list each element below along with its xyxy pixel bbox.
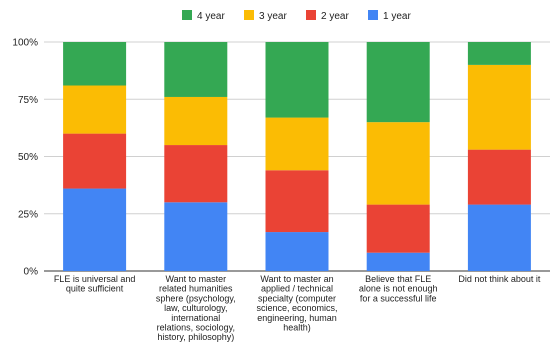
bars <box>63 42 531 271</box>
bar-segment-4-year <box>265 42 329 118</box>
legend: 4 year 3 year 2 year 1 year <box>182 10 411 22</box>
legend-label: 2 year <box>321 11 349 22</box>
bar-segment-3-year <box>63 85 127 134</box>
legend-swatch <box>244 10 254 20</box>
x-category-label-line: Did not think about it <box>458 274 541 284</box>
x-category-label-line: applied / technical <box>261 284 333 294</box>
x-category-label-line: health) <box>283 323 311 333</box>
bar-segment-4-year <box>63 42 127 86</box>
bar-segment-1-year <box>366 252 430 271</box>
bar-segment-3-year <box>366 122 430 205</box>
legend-swatch <box>306 10 316 20</box>
x-category-label-line: Believe that FLE <box>365 274 431 284</box>
bar-segment-1-year <box>164 202 228 271</box>
x-category-label: Want to master an applied / technical spec… <box>256 274 337 333</box>
legend-label: 4 year <box>197 11 225 22</box>
x-category-label-line: for a successful life <box>360 293 437 303</box>
bar-segment-2-year <box>164 145 228 203</box>
x-category-label-line: FLE is universal and <box>54 274 136 284</box>
bar-segment-2-year <box>265 170 329 233</box>
bar-segment-2-year <box>63 133 127 189</box>
x-category-label-line: sphere (psychology, <box>156 293 236 303</box>
x-category-label-line: engineering, human <box>257 313 337 323</box>
x-category-label: Did not think about it <box>458 274 541 284</box>
legend-label: 3 year <box>259 11 287 22</box>
bar-segment-1-year <box>467 204 531 271</box>
x-category-label-line: alone is not enough <box>359 284 438 294</box>
y-axis-ticks: 0% 25% 50% 75% 100% <box>12 38 38 278</box>
y-tick-label: 100% <box>12 38 38 49</box>
x-category-label-line: Want to master an <box>260 274 333 284</box>
bar-segment-4-year <box>467 42 531 65</box>
x-category-label: Believe that FLE alone is not enough for a… <box>359 274 438 303</box>
bar-segment-4-year <box>164 42 228 97</box>
y-tick-label: 50% <box>18 152 38 163</box>
bar-segment-2-year <box>467 149 531 205</box>
x-category-label-line: international <box>171 313 220 323</box>
bar-segment-4-year <box>366 42 430 123</box>
legend-swatch <box>182 10 192 20</box>
x-category-label: FLE is universal and quite sufficient <box>54 274 136 294</box>
x-category-label: Want to master related humanities sphere (… <box>156 274 236 342</box>
legend-swatch <box>368 10 378 20</box>
x-category-label-line: science, economics, <box>256 303 337 313</box>
x-category-label-line: law, culturology, <box>164 303 227 313</box>
bar-segment-3-year <box>164 96 228 146</box>
bar-segment-3-year <box>265 117 329 171</box>
bar-segment-2-year <box>366 204 430 253</box>
x-axis-labels: FLE is universal and quite sufficient Want… <box>54 274 541 342</box>
y-tick-label: 0% <box>24 267 39 278</box>
x-category-label-line: related humanities <box>159 284 233 294</box>
bar-segment-1-year <box>265 232 329 271</box>
bar-segment-3-year <box>467 64 531 150</box>
x-category-label-line: quite sufficient <box>66 284 124 294</box>
legend-label: 1 year <box>383 11 411 22</box>
y-tick-label: 75% <box>18 95 38 106</box>
y-tick-label: 25% <box>18 209 38 220</box>
x-category-label-line: Want to master <box>165 274 226 284</box>
x-category-label-line: specialty (computer <box>258 293 336 303</box>
bar-segment-1-year <box>63 188 127 271</box>
x-category-label-line: history, philosophy) <box>157 332 234 342</box>
x-category-label-line: relations, sociology, <box>157 323 235 333</box>
